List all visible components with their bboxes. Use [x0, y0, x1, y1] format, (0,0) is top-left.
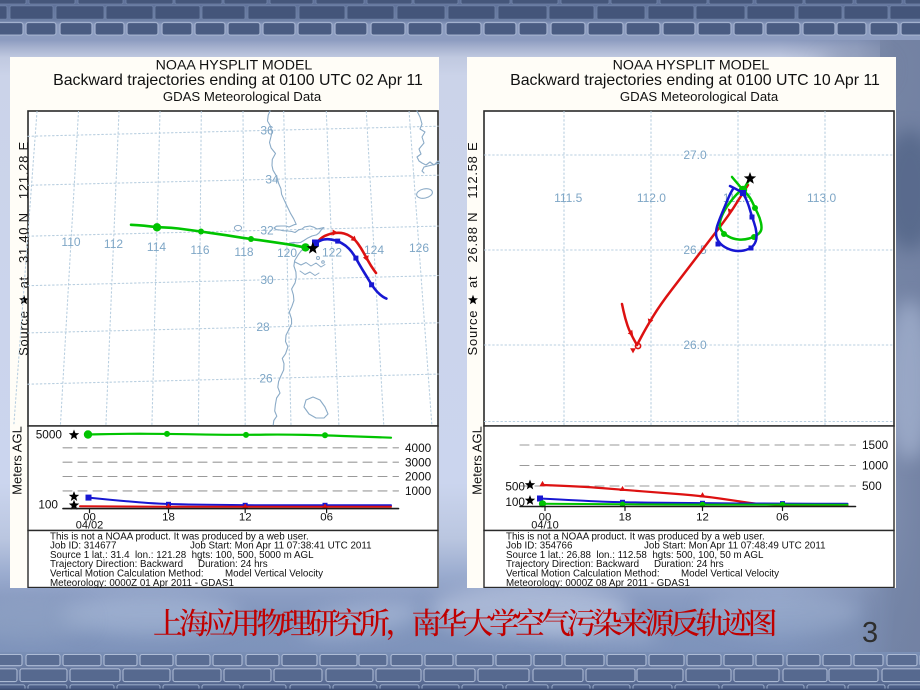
svg-text:18: 18	[619, 512, 632, 524]
svg-text:32: 32	[260, 223, 274, 237]
svg-text:Duration: 24 hrs: Duration: 24 hrs	[198, 559, 268, 570]
svg-text:120: 120	[277, 246, 297, 260]
svg-text:GDAS Meteorological Data: GDAS Meteorological Data	[620, 89, 779, 104]
svg-text:Meters AGL: Meters AGL	[470, 426, 485, 495]
svg-text:04/10: 04/10	[531, 520, 559, 532]
svg-text:Meteorology: 0000Z 08 Apr 2011: Meteorology: 0000Z 08 Apr 2011 - GDAS1	[506, 578, 690, 588]
svg-text:100: 100	[505, 495, 525, 509]
svg-text:GDAS Meteorological Data: GDAS Meteorological Data	[163, 89, 322, 104]
svg-text:04/02: 04/02	[76, 520, 104, 532]
svg-text:126: 126	[409, 241, 429, 255]
svg-text:18: 18	[162, 512, 175, 524]
svg-text:This is not a NOAA product. It: This is not a NOAA product. It was produ…	[506, 531, 765, 542]
svg-text:Job Start: Mon Apr 11 07:48:49: Job Start: Mon Apr 11 07:48:49 UTC 2011	[644, 541, 826, 552]
svg-text:Source 1 lat.: 26.88 lon.: 11: Source 1 lat.: 26.88 lon.: 112.58 hgts: …	[506, 550, 764, 561]
svg-text:Model Vertical Velocity: Model Vertical Velocity	[225, 569, 323, 580]
svg-text:26.0: 26.0	[683, 338, 707, 352]
svg-text:Job ID: 354766: Job ID: 354766	[506, 541, 573, 552]
svg-text:124: 124	[364, 243, 384, 257]
svg-text:26.5: 26.5	[683, 243, 707, 257]
svg-text:Job Start: Mon Apr 11 07:38:41: Job Start: Mon Apr 11 07:38:41 UTC 2011	[190, 541, 372, 552]
svg-text:Backward trajectories ending a: Backward trajectories ending at 0100 UTC…	[510, 72, 880, 89]
svg-text:1000: 1000	[862, 459, 889, 473]
svg-text:1500: 1500	[862, 438, 889, 452]
svg-text:Duration: 24 hrs: Duration: 24 hrs	[654, 559, 724, 570]
svg-text:06: 06	[776, 512, 789, 524]
svg-text:116: 116	[190, 243, 209, 257]
svg-text:112: 112	[104, 237, 123, 251]
svg-text:26: 26	[259, 371, 273, 385]
svg-text:27.0: 27.0	[683, 148, 707, 162]
svg-text:Vertical Motion Calculation Me: Vertical Motion Calculation Method:	[506, 569, 660, 580]
svg-text:12: 12	[696, 512, 709, 524]
svg-text:4000: 4000	[405, 441, 432, 455]
svg-text:100: 100	[38, 498, 58, 512]
svg-text:Source 1 lat.: 31.4 lon.: 121: Source 1 lat.: 31.4 lon.: 121.28 hgts: 1…	[50, 550, 314, 561]
svg-text:1000: 1000	[405, 484, 432, 498]
svg-text:113.0: 113.0	[807, 191, 836, 205]
svg-text:00: 00	[539, 512, 552, 524]
svg-text:112.0: 112.0	[637, 191, 666, 205]
svg-text:34: 34	[265, 172, 279, 186]
svg-text:Model Vertical Velocity: Model Vertical Velocity	[681, 569, 779, 580]
svg-text:NOAA HYSPLIT MODEL: NOAA HYSPLIT MODEL	[156, 58, 313, 74]
svg-text:This is not a NOAA product. It: This is not a NOAA product. It was produ…	[50, 531, 309, 542]
svg-text:122: 122	[322, 246, 342, 260]
svg-text:Source at 26.88 N 112.: Source at 26.88 N 112.58 E	[467, 142, 480, 356]
svg-text:500: 500	[505, 480, 525, 494]
svg-text:500: 500	[862, 479, 882, 493]
svg-text:12: 12	[239, 512, 252, 524]
svg-text:Meters AGL: Meters AGL	[10, 426, 25, 495]
svg-text:NOAA HYSPLIT MODEL: NOAA HYSPLIT MODEL	[613, 58, 770, 74]
svg-text:Trajectory Direction: Backward: Trajectory Direction: Backward	[506, 559, 639, 570]
svg-text:5000: 5000	[36, 428, 63, 442]
svg-text:Trajectory Direction: Backward: Trajectory Direction: Backward	[50, 559, 183, 570]
svg-text:Meteorology: 0000Z 01 Apr 2011: Meteorology: 0000Z 01 Apr 2011 - GDAS1	[50, 578, 234, 588]
svg-text:3000: 3000	[405, 455, 432, 469]
svg-text:2000: 2000	[405, 470, 432, 484]
svg-text:28: 28	[256, 320, 270, 334]
svg-text:Vertical Motion Calculation Me: Vertical Motion Calculation Method:	[50, 569, 204, 580]
svg-text:110: 110	[61, 235, 80, 249]
svg-text:30: 30	[260, 273, 274, 287]
svg-text:06: 06	[320, 512, 333, 524]
svg-text:118: 118	[234, 245, 253, 259]
svg-text:00: 00	[83, 512, 96, 524]
svg-text:Job ID: 314677: Job ID: 314677	[50, 541, 116, 552]
svg-text:114: 114	[147, 240, 166, 254]
svg-text:Backward trajectories ending a: Backward trajectories ending at 0100 UTC…	[53, 72, 423, 89]
svg-text:111.5: 111.5	[554, 191, 583, 205]
